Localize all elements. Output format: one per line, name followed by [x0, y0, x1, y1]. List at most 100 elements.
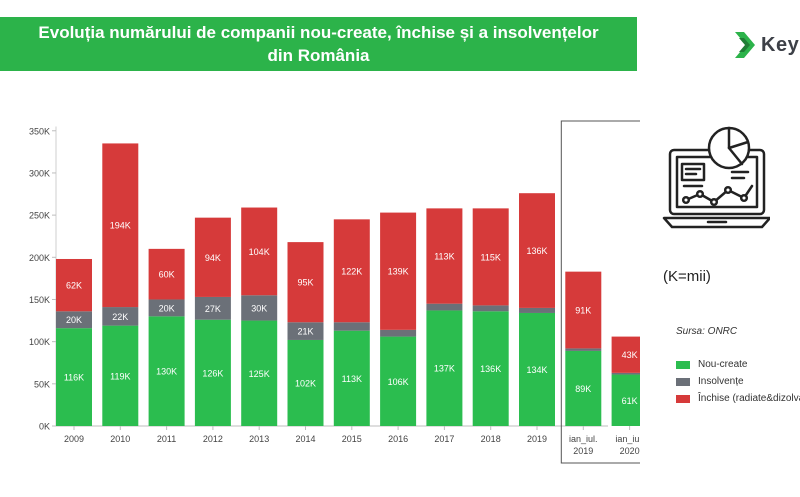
legend-item-inchise: Închise (radiate&dizolvat — [676, 390, 800, 407]
data-label: 94K — [205, 253, 221, 263]
bar-segment — [611, 374, 640, 426]
bar-segment — [519, 307, 555, 313]
bar-segment — [56, 311, 92, 329]
data-label: 139K — [388, 267, 409, 277]
data-label: 137K — [434, 364, 455, 374]
x-tick-label: 2011 — [157, 434, 176, 444]
bar-segment — [565, 348, 602, 351]
x-tick-label: 2018 — [481, 434, 501, 444]
x-tick-label: ian_iul. — [569, 434, 598, 444]
data-label: 20K — [159, 303, 175, 313]
bar-segment — [333, 322, 370, 331]
legend-label: Închise (radiate&dizolvat — [698, 393, 800, 404]
bar-segment — [519, 193, 555, 308]
y-tick-label: 50K — [34, 379, 50, 389]
data-label: 134K — [526, 365, 547, 375]
data-label: 43K — [622, 350, 638, 360]
chevron-arrow-logo-icon — [735, 32, 755, 58]
bar-segment — [472, 311, 509, 426]
bar-segment — [519, 312, 555, 426]
bar-segment — [565, 271, 602, 349]
chart-title-line-1: Evoluția numărului de companii nou-creat… — [38, 23, 599, 42]
bar-segment — [194, 296, 231, 320]
bar-segment — [472, 208, 509, 306]
data-label: 130K — [156, 367, 177, 377]
bar-segment — [333, 330, 370, 426]
bar-segment — [56, 258, 92, 312]
bar-segment — [426, 208, 463, 304]
x-tick-label: 2017 — [434, 434, 454, 444]
chart-title-line-2: din România — [267, 46, 370, 65]
data-label: 30K — [251, 303, 267, 313]
data-label: 27K — [205, 304, 221, 314]
x-tick-label: 2009 — [64, 434, 84, 444]
brand-logo: Key — [733, 28, 799, 62]
bar-segment — [611, 336, 640, 373]
x-tick-label: 2016 — [388, 434, 408, 444]
bar-segment — [102, 325, 139, 426]
bar-segment — [426, 310, 463, 426]
data-label: 62K — [66, 281, 82, 291]
legend-item-insolvente: Insolvențe — [676, 373, 800, 390]
bar-segment — [380, 336, 417, 426]
data-label: 113K — [342, 374, 362, 384]
bar-segment — [287, 339, 324, 426]
bar-segment — [380, 212, 417, 330]
bar-segment — [194, 319, 231, 426]
bar-segment — [56, 328, 92, 426]
y-tick-label: 0K — [39, 422, 50, 432]
bar-segment — [148, 299, 185, 317]
x-tick-label: 2020 — [620, 446, 640, 456]
x-tick-label: ian_iul. — [615, 434, 640, 444]
data-label: 113K — [434, 252, 454, 262]
y-tick-label: 100K — [29, 337, 50, 347]
units-note: (K=mii) — [663, 268, 711, 285]
legend-label: Nou-create — [698, 359, 748, 370]
title-banner: Evoluția numărului de companii nou-creat… — [0, 17, 637, 71]
data-label: 102K — [295, 378, 316, 388]
x-tick-label: 2014 — [295, 434, 315, 444]
highlight-box — [560, 120, 640, 464]
data-label: 89K — [575, 384, 591, 394]
data-label: 61K — [622, 396, 638, 406]
data-label: 136K — [526, 246, 547, 256]
legend-swatch — [676, 360, 690, 369]
bar-segment — [287, 322, 324, 340]
x-tick-label: 2013 — [249, 434, 269, 444]
bar-segment — [565, 350, 602, 426]
data-label: 22K — [112, 312, 128, 322]
y-tick-label: 350K — [29, 126, 50, 136]
x-tick-label: 2012 — [203, 434, 223, 444]
x-tick-label: 2019 — [527, 434, 547, 444]
data-label: 136K — [480, 364, 501, 374]
legend-swatch — [676, 377, 690, 386]
data-label: 95K — [297, 278, 313, 288]
bar-segment — [241, 320, 278, 426]
source-note: Sursa: ONRC — [676, 326, 738, 337]
y-tick-label: 150K — [29, 295, 50, 305]
data-label: 60K — [159, 270, 175, 280]
bar-segment — [194, 217, 231, 297]
data-label: 106K — [388, 377, 409, 387]
bar-segment — [148, 248, 185, 300]
bar-segment — [102, 143, 139, 308]
legend-item-nou-create: Nou-create — [676, 356, 800, 373]
bar-segment — [102, 307, 139, 326]
bar-segment — [333, 219, 370, 323]
data-label: 20K — [66, 315, 82, 325]
x-tick-label: 2010 — [110, 434, 130, 444]
bar-segment — [380, 329, 417, 337]
x-tick-label: 2015 — [342, 434, 362, 444]
bar-segment — [611, 372, 640, 375]
data-label: 126K — [202, 368, 223, 378]
legend-swatch — [676, 394, 690, 403]
data-label: 116K — [64, 373, 84, 383]
legend-label: Insolvențe — [698, 376, 744, 387]
data-label: 115K — [481, 252, 501, 262]
data-label: 21K — [297, 327, 313, 337]
brand-name: Key — [761, 33, 800, 56]
bar-segment — [241, 207, 278, 296]
data-label: 125K — [249, 369, 270, 379]
x-tick-label: 2019 — [573, 446, 593, 456]
y-tick-label: 300K — [29, 168, 50, 178]
